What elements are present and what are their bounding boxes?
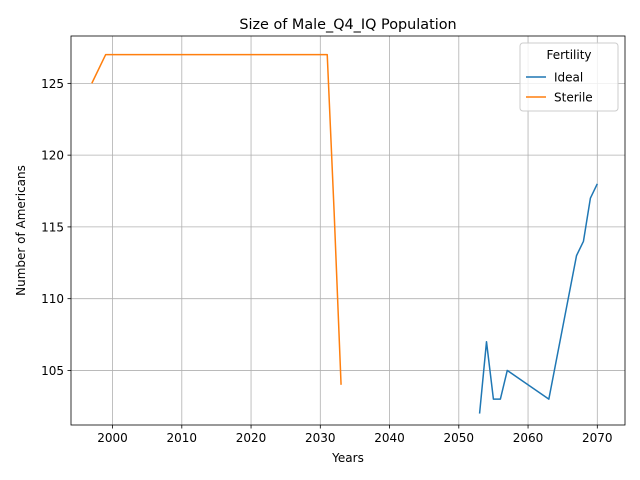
- y-tick-label: 105: [41, 364, 64, 378]
- x-tick-label: 2040: [374, 431, 405, 445]
- y-axis-label: Number of Americans: [14, 165, 28, 296]
- legend-label-ideal: Ideal: [554, 71, 583, 85]
- x-tick-label: 2010: [167, 431, 198, 445]
- x-axis-ticks: 2000 2010 2020 2030 2040 2050 2060 2070: [97, 425, 613, 445]
- x-tick-label: 2000: [97, 431, 128, 445]
- legend-title: Fertility: [546, 48, 591, 62]
- x-axis-label: Years: [331, 451, 364, 465]
- x-tick-label: 2070: [582, 431, 613, 445]
- y-tick-label: 125: [41, 77, 64, 91]
- chart-title: Size of Male_Q4_IQ Population: [239, 17, 456, 33]
- legend-entries: Ideal Sterile: [526, 71, 593, 105]
- plot-area-frame: [70, 35, 626, 426]
- y-tick-label: 115: [41, 220, 64, 234]
- series-lines: [91, 53, 598, 414]
- x-tick-label: 2050: [444, 431, 475, 445]
- legend: Fertility Ideal Sterile: [519, 42, 619, 112]
- legend-label-sterile: Sterile: [554, 91, 593, 105]
- x-tick-label: 2020: [236, 431, 267, 445]
- series-line-ideal: [478, 183, 598, 414]
- x-tick-label: 2030: [305, 431, 336, 445]
- x-tick-label: 2060: [513, 431, 544, 445]
- legend-box: [519, 42, 619, 112]
- y-axis-ticks: 105 110 115 120 125: [41, 77, 71, 378]
- y-tick-label: 110: [41, 292, 64, 306]
- series-line-sterile: [91, 53, 342, 385]
- y-tick-label: 120: [41, 149, 64, 163]
